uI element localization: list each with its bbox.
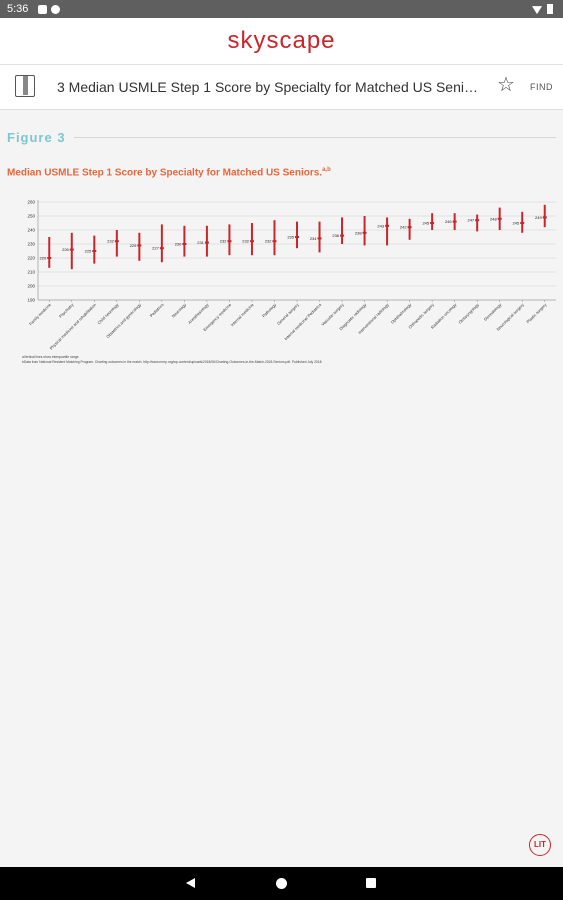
median-marker	[362, 231, 367, 234]
category-label: Plastic surgery	[525, 302, 547, 324]
y-tick-label: 200	[27, 284, 35, 289]
find-button[interactable]: FIND	[530, 82, 553, 92]
median-label: 245	[422, 221, 429, 226]
median-marker	[227, 240, 232, 243]
app-logo: skyscape	[227, 27, 336, 54]
category-label: Ophthalmology	[390, 302, 413, 325]
median-label: 231	[197, 240, 204, 245]
category-label: Psychiatry	[58, 302, 75, 319]
category-label: General surgery	[276, 302, 300, 326]
figure-label: Figure 3	[7, 130, 66, 145]
median-marker	[295, 236, 299, 238]
median-marker	[452, 220, 457, 223]
median-marker	[69, 248, 74, 251]
status-right-icons	[527, 3, 553, 15]
lit-logo-button[interactable]: LIT	[529, 834, 551, 856]
footnote-b: bData from National Resident Matching Pr…	[22, 360, 323, 364]
y-tick-label: 210	[27, 270, 35, 275]
median-label: 232	[220, 239, 227, 244]
median-marker	[497, 217, 502, 220]
recents-icon[interactable]	[366, 878, 376, 888]
median-label: 227	[152, 246, 159, 251]
category-label: Otolaryngology	[457, 302, 480, 325]
category-label: Physical medicine and rehabilitation	[49, 302, 98, 351]
chart-title: Median USMLE Step 1 Score by Specialty f…	[7, 167, 331, 178]
category-label: Family medicine	[28, 302, 53, 327]
battery-icon	[547, 4, 553, 15]
median-marker	[159, 247, 164, 250]
median-marker	[47, 257, 52, 259]
app-bar: skyscape	[0, 18, 563, 65]
category-label: Dermatology	[483, 302, 503, 322]
figure-divider	[74, 137, 556, 138]
median-label: 247	[467, 218, 474, 223]
document-title: 3 Median USMLE Step 1 Score by Specialty…	[57, 79, 482, 95]
status-left-icons	[38, 3, 64, 15]
category-label: Neurology	[171, 302, 187, 318]
category-label: Vascular surgery	[320, 302, 345, 327]
median-marker	[520, 222, 525, 224]
median-label: 243	[377, 223, 384, 228]
median-label: 225	[85, 249, 92, 254]
status-bar: 5:36	[0, 0, 563, 18]
document-title-bar: 3 Median USMLE Step 1 Score by Specialty…	[0, 65, 563, 110]
footnote-a: aVertical lines show interquartile range…	[22, 355, 80, 359]
median-marker	[475, 219, 480, 222]
y-tick-label: 190	[27, 298, 35, 303]
back-icon[interactable]	[186, 878, 195, 888]
median-label: 249	[535, 215, 542, 220]
median-label: 226	[62, 247, 69, 252]
median-marker	[385, 224, 390, 227]
category-label: Anesthesiology	[187, 302, 210, 325]
y-tick-label: 250	[27, 214, 35, 219]
median-marker	[182, 243, 187, 245]
book-icon[interactable]	[15, 75, 35, 97]
median-marker	[430, 222, 435, 224]
category-label: Child neurology	[96, 302, 119, 325]
median-label: 232	[242, 239, 249, 244]
content-area: Figure 3 Median USMLE Step 1 Score by Sp…	[0, 110, 563, 867]
category-label: Pediatrics	[149, 302, 165, 318]
median-marker	[249, 240, 254, 243]
y-tick-label: 260	[27, 200, 35, 205]
median-label: 242	[400, 225, 407, 230]
chart-title-text: Median USMLE Step 1 Score by Specialty f…	[7, 167, 323, 179]
median-label: 238	[355, 230, 362, 235]
median-marker	[204, 241, 209, 244]
median-marker	[92, 250, 97, 252]
chart-title-superscript: a,b	[322, 167, 331, 173]
wifi-icon	[532, 6, 542, 15]
star-icon[interactable]: ☆	[497, 74, 515, 96]
median-label: 234	[310, 236, 317, 241]
category-label: Internal medicine	[230, 302, 256, 328]
median-marker	[407, 226, 412, 229]
median-label: 229	[130, 243, 137, 248]
median-label: 245	[513, 221, 520, 226]
sd-card-icon	[38, 4, 47, 14]
median-label: 248	[490, 216, 497, 221]
median-marker	[340, 234, 345, 237]
median-marker	[114, 240, 119, 243]
status-time: 5:36	[7, 3, 29, 15]
home-icon[interactable]	[276, 878, 287, 889]
median-label: 220	[40, 256, 47, 261]
median-marker	[272, 240, 277, 243]
range-chart: 190 200 210 220 230 240 250 260 220 Family medici…	[27, 200, 556, 351]
at-sign-icon	[51, 4, 60, 14]
median-label: 232	[107, 239, 114, 244]
median-marker	[542, 216, 547, 219]
y-tick-label: 220	[27, 256, 35, 261]
median-marker	[317, 237, 322, 240]
median-label: 246	[445, 219, 452, 224]
y-tick-label: 230	[27, 242, 35, 247]
median-marker	[137, 244, 142, 247]
median-label: 232	[265, 239, 272, 244]
category-label: Pathology	[261, 302, 277, 318]
median-label: 235	[287, 235, 294, 240]
nav-bar	[0, 867, 563, 900]
y-tick-label: 240	[27, 228, 35, 233]
median-label: 236	[332, 233, 339, 238]
median-label: 230	[175, 242, 182, 247]
